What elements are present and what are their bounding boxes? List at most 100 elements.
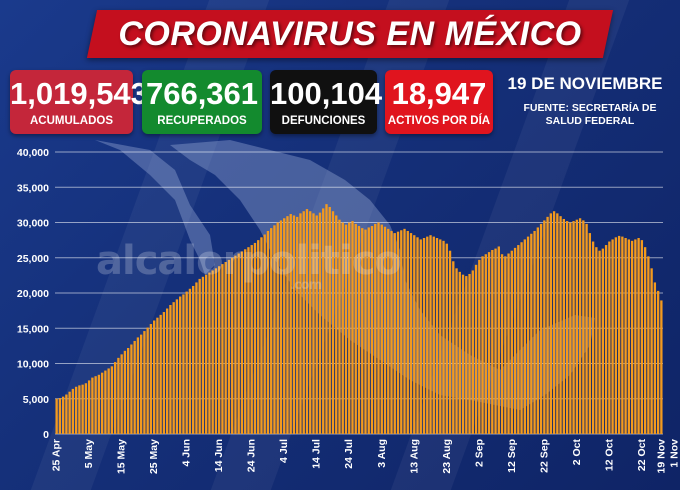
x-tick-label: 3 Aug xyxy=(376,439,388,468)
bar xyxy=(543,220,546,434)
bar xyxy=(432,236,435,434)
x-tick-label: 4 Jul xyxy=(278,439,290,463)
bar xyxy=(299,213,302,434)
bar xyxy=(630,240,634,434)
bar xyxy=(461,274,465,434)
bar xyxy=(406,230,409,434)
bar xyxy=(113,362,117,434)
bar xyxy=(315,215,318,434)
bar xyxy=(61,396,65,434)
bar xyxy=(231,257,234,434)
bar xyxy=(120,354,123,434)
bar xyxy=(396,231,400,434)
bar xyxy=(572,221,575,434)
bar xyxy=(520,242,523,434)
bar xyxy=(218,266,221,434)
bar xyxy=(569,222,572,434)
bar xyxy=(341,222,344,434)
bar xyxy=(367,227,370,434)
watermark-text: alcalorpolitico xyxy=(96,238,402,284)
bar xyxy=(65,394,68,434)
x-tick-label: 5 May xyxy=(83,439,95,468)
bar xyxy=(188,288,192,434)
bar xyxy=(130,344,133,434)
bar xyxy=(78,385,81,434)
bar xyxy=(656,290,660,434)
bar xyxy=(387,228,390,434)
bar xyxy=(624,238,627,434)
bar xyxy=(159,314,162,434)
bar xyxy=(653,282,657,434)
bar xyxy=(68,391,71,434)
bar xyxy=(250,245,253,434)
bar xyxy=(403,228,406,434)
watermark-sub: .com xyxy=(290,278,322,293)
bar xyxy=(136,337,140,434)
bar xyxy=(556,213,559,434)
bar xyxy=(608,241,611,434)
y-tick-label: 35,000 xyxy=(17,182,49,194)
bar xyxy=(227,259,231,434)
bar xyxy=(374,223,377,434)
x-tick-label: 2 Oct xyxy=(571,439,583,466)
bar xyxy=(55,398,58,434)
bar xyxy=(621,236,624,434)
bar xyxy=(289,214,292,434)
bar xyxy=(279,220,283,434)
bar xyxy=(257,240,260,435)
bar xyxy=(439,239,442,434)
bar xyxy=(471,270,474,434)
bar xyxy=(634,239,637,434)
bar xyxy=(263,234,266,434)
bar xyxy=(107,368,110,434)
bar xyxy=(601,248,605,434)
bar xyxy=(455,268,458,434)
y-tick-label: 10,000 xyxy=(17,359,49,371)
bar xyxy=(604,245,608,434)
bar xyxy=(97,374,101,434)
bar xyxy=(253,242,257,434)
x-tick-label: 14 Jul xyxy=(311,439,323,469)
bar xyxy=(504,256,507,434)
bar xyxy=(244,249,247,434)
stat-recuperados-value: 766,361 xyxy=(145,76,259,111)
bar xyxy=(429,235,432,434)
bar xyxy=(536,227,539,434)
watermark-subtext: .com xyxy=(290,278,322,293)
stat-acumulados-label: ACUMULADOS xyxy=(29,115,114,127)
chart-bars xyxy=(55,204,663,435)
bar xyxy=(169,304,172,434)
bar xyxy=(533,230,536,434)
bar xyxy=(331,211,335,434)
bar xyxy=(247,247,250,434)
bar xyxy=(348,222,351,434)
x-tick-label: 2 Sep xyxy=(473,439,485,467)
bar xyxy=(266,230,270,434)
bar xyxy=(273,225,276,434)
bar xyxy=(647,256,650,434)
source-note: FUENTE: SECRETARÍA DE SALUD FEDERAL xyxy=(515,102,665,128)
bar xyxy=(491,250,494,434)
bar xyxy=(481,256,484,434)
bar xyxy=(377,222,380,434)
bar xyxy=(208,272,211,434)
bar xyxy=(126,347,130,434)
x-axis-ticks: 25 Apr 5 May 15 May 25 May 4 Jun 14 Jun 24 Jun… xyxy=(51,439,680,475)
bar xyxy=(478,259,481,434)
bar xyxy=(510,250,513,434)
bar xyxy=(270,228,273,434)
bar xyxy=(575,219,579,434)
bar xyxy=(526,236,530,434)
bar xyxy=(91,377,94,434)
bar xyxy=(409,233,413,434)
source-line-2: SALUD FEDERAL xyxy=(545,115,635,127)
bar xyxy=(205,274,208,434)
x-tick-label: 19 Nov xyxy=(655,439,667,474)
bar xyxy=(156,317,159,434)
bar xyxy=(182,294,185,434)
bar xyxy=(84,383,88,434)
bar xyxy=(507,253,510,434)
bar xyxy=(500,254,504,434)
bar xyxy=(305,209,309,434)
bar xyxy=(419,239,422,434)
